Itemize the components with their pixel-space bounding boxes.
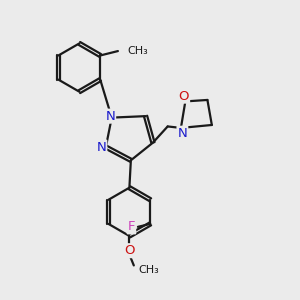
Text: O: O [178, 90, 189, 103]
Text: N: N [178, 127, 187, 140]
Text: CH₃: CH₃ [127, 46, 148, 56]
Text: N: N [97, 141, 106, 154]
Text: O: O [124, 244, 135, 257]
Text: N: N [105, 110, 115, 123]
Text: F: F [128, 220, 135, 233]
Text: CH₃: CH₃ [138, 265, 159, 275]
